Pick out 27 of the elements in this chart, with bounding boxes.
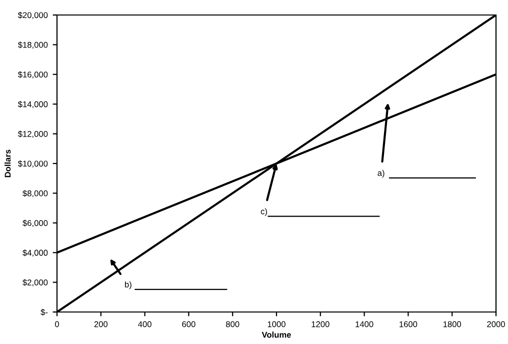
y-tick-label: $20,000 (18, 12, 48, 20)
y-tick-label: $18,000 (18, 42, 48, 49)
x-tick-label: 1600 (400, 321, 418, 328)
x-axis-title: Volume (262, 332, 291, 338)
y-tick-label: $8,000 (22, 190, 48, 198)
annotation: b) (125, 281, 132, 290)
x-tick-label: 1800 (443, 321, 462, 328)
x-tick-label: 600 (182, 321, 196, 328)
x-tick-label: 1000 (268, 321, 286, 328)
x-tick-label: 1400 (356, 321, 374, 328)
x-tick-label: 800 (226, 321, 240, 328)
y-axis-title: Dollars (4, 150, 11, 178)
y-tick-label: $4,000 (22, 249, 48, 257)
annotation: a) (378, 170, 384, 178)
y-tick-label: $2,000 (22, 279, 48, 286)
y-tick-label: $10,000 (18, 160, 48, 168)
x-tick-label: 200 (94, 321, 108, 328)
annotation: c) (260, 208, 267, 216)
x-tick-label: 400 (138, 321, 152, 328)
y-tick-label: $14,000 (18, 100, 48, 108)
x-tick-label: 1200 (312, 321, 330, 328)
y-tick-label: $- (40, 308, 48, 316)
y-tick-label: $12,000 (18, 130, 48, 138)
y-tick-label: $16,000 (18, 71, 48, 78)
x-tick-label: 2000 (487, 321, 505, 328)
y-tick-label: $6,000 (22, 220, 48, 227)
x-tick-label: 0 (55, 321, 59, 328)
